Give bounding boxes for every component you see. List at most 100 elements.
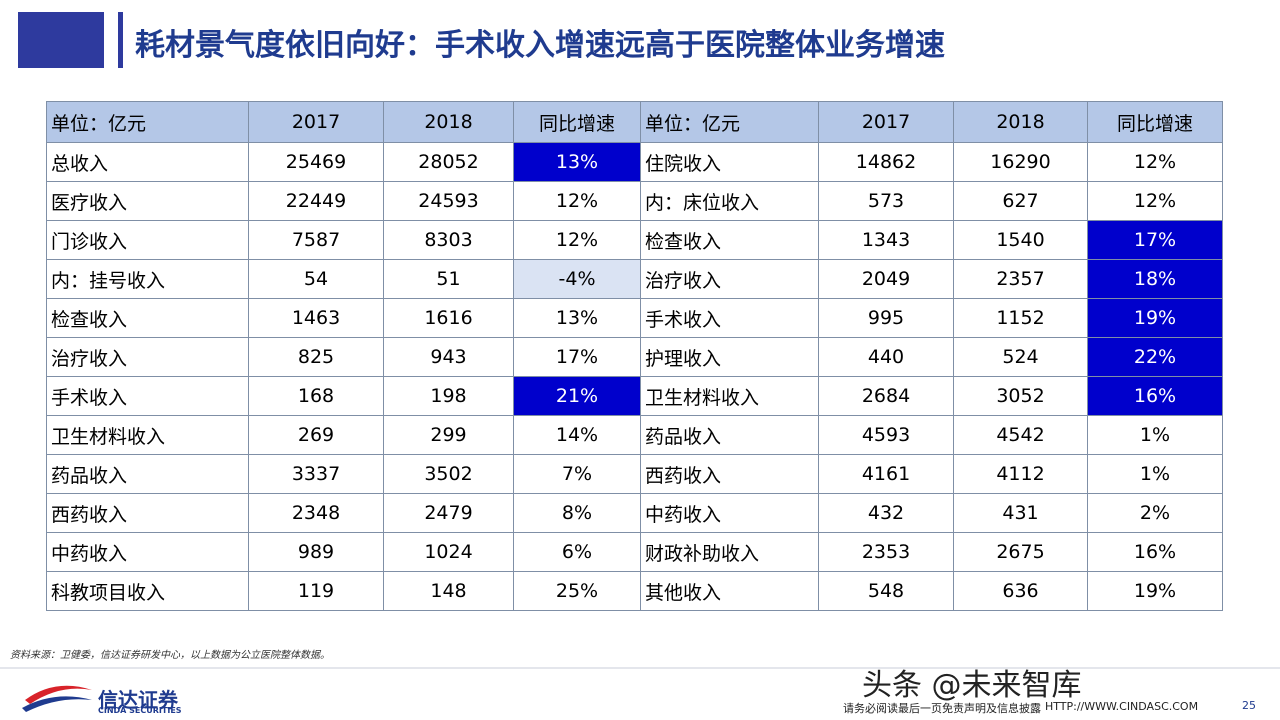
table-cell: 12% xyxy=(513,220,641,260)
table-cell: 医疗收入 xyxy=(46,181,249,221)
table-row: 总收入 25469 28052 13% 住院收入 14862 16290 12% xyxy=(46,142,1223,182)
table-cell: 西药收入 xyxy=(640,454,819,494)
table-cell: 1024 xyxy=(383,532,514,572)
header-cell: 同比增速 xyxy=(1087,101,1223,143)
table-cell: 药品收入 xyxy=(640,415,819,455)
table-cell: 西药收入 xyxy=(46,493,249,533)
table-cell: 4161 xyxy=(818,454,954,494)
table-cell: 22% xyxy=(1087,337,1223,377)
table-cell: 2353 xyxy=(818,532,954,572)
table-row: 医疗收入 22449 24593 12% 内：床位收入 573 627 12% xyxy=(46,181,1223,221)
url: HTTP://WWW.CINDASC.COM xyxy=(1045,700,1199,713)
logo-name: 信达证券 xyxy=(98,688,178,712)
table-cell: 中药收入 xyxy=(640,493,819,533)
table-cell: 2357 xyxy=(953,259,1088,299)
table-cell: 22449 xyxy=(248,181,384,221)
table-cell: 内：挂号收入 xyxy=(46,259,249,299)
table-cell: 524 xyxy=(953,337,1088,377)
table-cell: 6% xyxy=(513,532,641,572)
table-cell: 14% xyxy=(513,415,641,455)
table-cell: 门诊收入 xyxy=(46,220,249,260)
table-cell: 检查收入 xyxy=(46,298,249,338)
logo-english: CINDA SECURITIES xyxy=(98,706,182,715)
table-cell: 299 xyxy=(383,415,514,455)
table-cell: 1463 xyxy=(248,298,384,338)
table-cell: 13% xyxy=(513,142,641,182)
table-cell: 7587 xyxy=(248,220,384,260)
table-cell: 科教项目收入 xyxy=(46,571,249,611)
table-cell: 24593 xyxy=(383,181,514,221)
table-cell: 手术收入 xyxy=(46,376,249,416)
table-cell: 治疗收入 xyxy=(640,259,819,299)
table-cell: 手术收入 xyxy=(640,298,819,338)
table-cell: 中药收入 xyxy=(46,532,249,572)
table-cell: 16% xyxy=(1087,376,1223,416)
header-cell: 单位：亿元 xyxy=(46,101,249,143)
table-row: 卫生材料收入 269 299 14% 药品收入 4593 4542 1% xyxy=(46,415,1223,455)
table-cell: 2% xyxy=(1087,493,1223,533)
table-cell: 1% xyxy=(1087,454,1223,494)
table-cell: 573 xyxy=(818,181,954,221)
table-cell: 4542 xyxy=(953,415,1088,455)
table-cell: 168 xyxy=(248,376,384,416)
header-cell: 同比增速 xyxy=(513,101,641,143)
table-cell: 989 xyxy=(248,532,384,572)
table-cell: 2675 xyxy=(953,532,1088,572)
table-cell: 药品收入 xyxy=(46,454,249,494)
table-cell: 636 xyxy=(953,571,1088,611)
table-row: 手术收入 168 198 21% 卫生材料收入 2684 3052 16% xyxy=(46,376,1223,416)
table-cell: 12% xyxy=(513,181,641,221)
table-cell: 内：床位收入 xyxy=(640,181,819,221)
table-cell: 2479 xyxy=(383,493,514,533)
source-note: 资料来源：卫健委，信达证券研发中心，以上数据为公立医院整体数据。 xyxy=(10,650,330,661)
table-cell: 治疗收入 xyxy=(46,337,249,377)
table-cell: 54 xyxy=(248,259,384,299)
table-cell: 148 xyxy=(383,571,514,611)
header-cell: 2017 xyxy=(818,101,954,143)
table-row: 治疗收入 825 943 17% 护理收入 440 524 22% xyxy=(46,337,1223,377)
table-cell: 1343 xyxy=(818,220,954,260)
table-cell: 995 xyxy=(818,298,954,338)
header-cell: 2017 xyxy=(248,101,384,143)
table-cell: 1% xyxy=(1087,415,1223,455)
table-cell: 1152 xyxy=(953,298,1088,338)
table-cell: 护理收入 xyxy=(640,337,819,377)
table-cell: 440 xyxy=(818,337,954,377)
table-cell: 其他收入 xyxy=(640,571,819,611)
table-cell: 卫生材料收入 xyxy=(46,415,249,455)
table-cell: 18% xyxy=(1087,259,1223,299)
table-cell: 4593 xyxy=(818,415,954,455)
table-cell: 25% xyxy=(513,571,641,611)
title-block xyxy=(18,12,104,68)
table-cell: 51 xyxy=(383,259,514,299)
table-cell: 3502 xyxy=(383,454,514,494)
table-cell: 8% xyxy=(513,493,641,533)
table-cell: 119 xyxy=(248,571,384,611)
header-cell: 2018 xyxy=(383,101,514,143)
table-cell: 4112 xyxy=(953,454,1088,494)
table-row: 西药收入 2348 2479 8% 中药收入 432 431 2% xyxy=(46,493,1223,533)
table-row: 检查收入 1463 1616 13% 手术收入 995 1152 19% xyxy=(46,298,1223,338)
table-cell: 16% xyxy=(1087,532,1223,572)
table-cell: 431 xyxy=(953,493,1088,533)
table-cell: 3052 xyxy=(953,376,1088,416)
table-cell: 2049 xyxy=(818,259,954,299)
table-cell: 19% xyxy=(1087,298,1223,338)
table-cell: 卫生材料收入 xyxy=(640,376,819,416)
table-row: 门诊收入 7587 8303 12% 检查收入 1343 1540 17% xyxy=(46,220,1223,260)
table-cell: 13% xyxy=(513,298,641,338)
title-bar xyxy=(118,12,123,68)
logo-swoosh xyxy=(25,685,92,704)
table-cell: 198 xyxy=(383,376,514,416)
table-cell: 12% xyxy=(1087,142,1223,182)
table-cell: 住院收入 xyxy=(640,142,819,182)
table-cell: 627 xyxy=(953,181,1088,221)
table-cell: 548 xyxy=(818,571,954,611)
table-row: 科教项目收入 119 148 25% 其他收入 548 636 19% xyxy=(46,571,1223,611)
page-number: 25 xyxy=(1242,699,1256,712)
table-cell: 财政补助收入 xyxy=(640,532,819,572)
table-cell: 269 xyxy=(248,415,384,455)
table-cell: 1616 xyxy=(383,298,514,338)
